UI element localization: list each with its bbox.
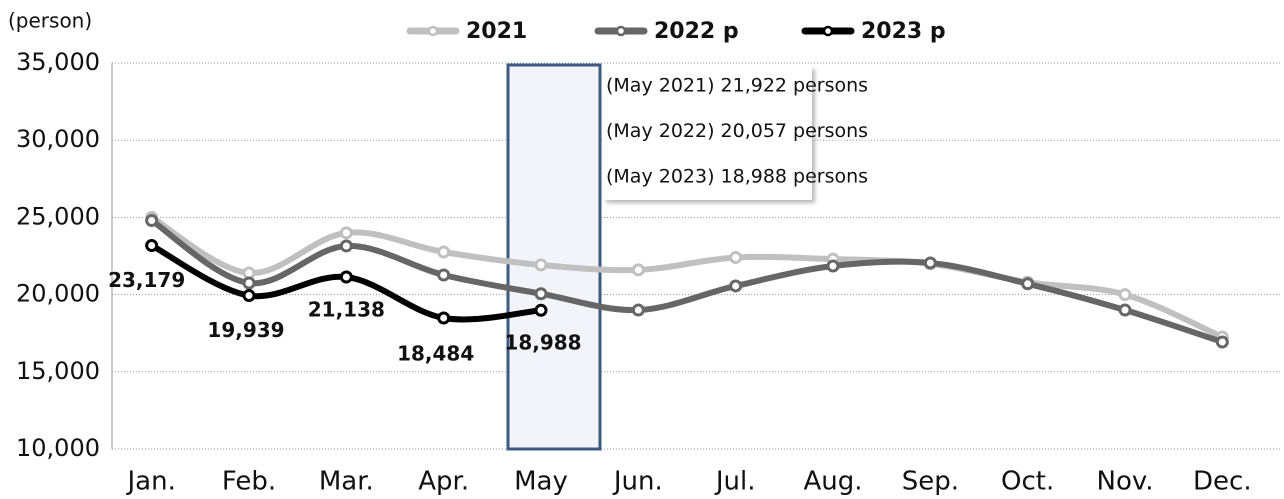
data-label: 18,484 [397, 342, 474, 366]
x-tick-label: Jul. [714, 467, 756, 497]
marker [437, 245, 451, 259]
x-tick-label: Jan. [125, 467, 175, 497]
marker [534, 287, 548, 301]
marker [339, 239, 353, 253]
x-tick-label: Jun. [612, 467, 663, 497]
x-tick-label: Feb. [222, 467, 276, 497]
legend-label: 2022 p [654, 19, 739, 44]
y-tick-label: 20,000 [16, 280, 100, 308]
legend-marker [427, 25, 439, 37]
legend-label: 2021 [466, 19, 527, 44]
y-tick-label: 15,000 [16, 357, 100, 385]
marker [729, 251, 743, 265]
x-tick-label: Dec. [1193, 467, 1252, 497]
marker [534, 303, 548, 317]
marker [923, 256, 937, 270]
x-tick-label: Sep. [902, 467, 959, 497]
marker [631, 263, 645, 277]
marker [1118, 288, 1132, 302]
marker [1021, 277, 1035, 291]
y-tick-label: 35,000 [16, 48, 100, 76]
marker [242, 266, 256, 280]
marker [339, 226, 353, 240]
tooltip-box [603, 66, 812, 200]
series-line [148, 217, 1226, 346]
marker [826, 259, 840, 273]
x-tick-label: May [514, 467, 568, 497]
marker [534, 258, 548, 272]
x-tick-label: Mar. [319, 467, 374, 497]
annotation: (May 2023) 18,988 persons [606, 166, 868, 188]
marker [729, 279, 743, 293]
marker [631, 303, 645, 317]
x-tick-label: Apr. [418, 467, 469, 497]
y-tick-label: 30,000 [16, 125, 100, 153]
x-tick-label: Oct. [1001, 467, 1054, 497]
marker [1118, 303, 1132, 317]
marker [242, 276, 256, 290]
legend-marker [615, 25, 627, 37]
y-tick-label: 10,000 [16, 434, 100, 462]
marker [242, 289, 256, 303]
data-label: 19,939 [207, 318, 284, 342]
highlight-box [506, 63, 602, 451]
data-label: 21,138 [308, 298, 385, 322]
marker [145, 213, 159, 227]
marker [339, 270, 353, 284]
marker [145, 239, 159, 253]
data-label: 23,179 [108, 268, 185, 292]
legend-label: 2023 p [861, 19, 946, 44]
annotation: (May 2021) 21,922 persons [606, 75, 868, 97]
y-tick-label: 25,000 [16, 202, 100, 230]
marker [1215, 335, 1229, 349]
marker [437, 311, 451, 325]
annotation: (May 2022) 20,057 persons [606, 120, 868, 142]
legend-marker [822, 25, 834, 37]
x-tick-label: Nov. [1097, 467, 1154, 497]
y-axis-label: (person) [8, 9, 92, 33]
marker [437, 268, 451, 282]
x-tick-label: Aug. [803, 467, 862, 497]
data-label: 18,988 [504, 331, 581, 355]
